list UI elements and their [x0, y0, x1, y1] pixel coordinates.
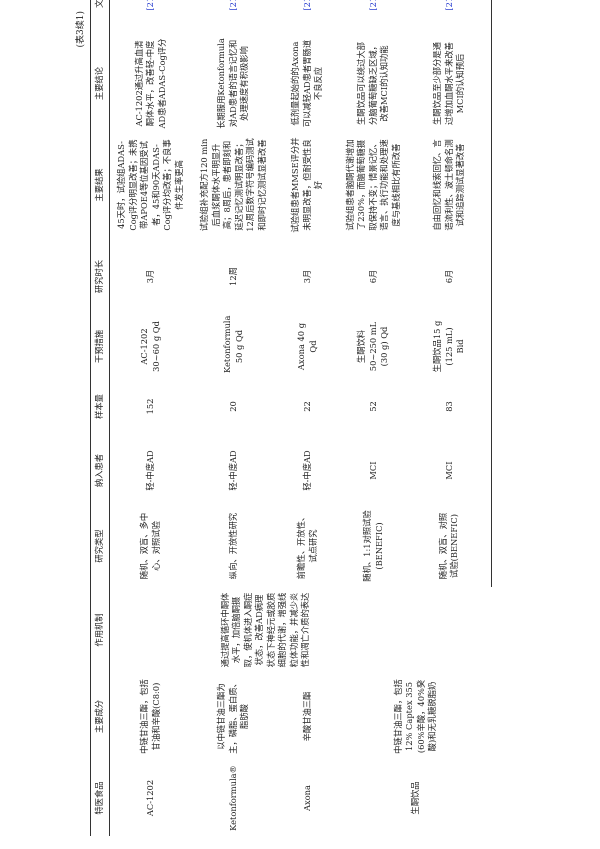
- cell-conclusion: 长期服用Ketonformula对AD患者的语言记忆和处理速度有积极影响: [216, 38, 250, 129]
- cell-conclusion: 低剂量起始的的Axona可以减轻AD患者胃肠道不良反应: [290, 39, 324, 128]
- header-intervention: 干预措施: [90, 316, 110, 377]
- cell-duration: 3月: [145, 269, 155, 284]
- reference-link[interactable]: [215]: [340, 0, 408, 34]
- cell-sample: 83: [407, 377, 492, 436]
- rotated-table-page: (表3续1) 特医食品 主要成分 作用机制 研究类型 纳入患者 样本量 干预措施…: [76, 0, 492, 836]
- cell-conclusion: 生酮饮品可以绕过大部分脑葡萄糖缺乏区域，改善MCI的认知功能: [356, 42, 390, 125]
- cell-study-type: 前瞻性、开放性、试点研究: [296, 512, 318, 580]
- cell-patients: 轻-中度AD: [227, 450, 238, 491]
- cell-duration: 6月: [407, 237, 492, 316]
- cell-conclusion: AC-1202通过升高血清酮体水平，改善轻-中度AD患者ADAS-Cog评分: [133, 38, 167, 129]
- header-patients: 纳入患者: [90, 436, 110, 505]
- table-row: 生酮饮品 中链甘油三酯，包括12% Captex 355 (60%辛酸，40%癸…: [340, 0, 437, 836]
- cell-ingredients: 中链甘油三酯，包括甘油和辛酸(C8:0): [139, 679, 161, 754]
- table-row: AC-1202 中链甘油三酯，包括甘油和辛酸(C8:0) 随机、双盲、多中心、对…: [110, 0, 192, 836]
- cell-ingredients: 以中链甘油三酯为主，磷脂、蛋白质、脂肪酸: [216, 679, 250, 754]
- cell-duration: 3月: [301, 269, 312, 284]
- header-duration: 研究时长: [90, 237, 110, 316]
- reference-link[interactable]: [211]: [110, 0, 192, 34]
- header-sample: 样本量: [90, 377, 110, 436]
- cell-results: 试验组补充配方120 min后血浆酮体水平明显升高；8周后，患者即刻和延迟记忆测…: [199, 138, 267, 232]
- cell-results: 自由回忆和线索回忆、言语流利性、波士顿命名测试和追踪测试显著改善: [407, 133, 492, 237]
- header-food: 特医食品: [90, 760, 110, 836]
- reference-link[interactable]: [213]: [276, 0, 340, 34]
- cell-sample: 52: [367, 401, 378, 412]
- reference-link[interactable]: [212]: [192, 0, 276, 34]
- header-results: 主要结果: [90, 133, 110, 237]
- cell-food: Axona: [301, 785, 312, 811]
- cell-results: 45天时，试验组ADAS-Cog评分明显改善；未携带APOE4等位基因受试者，4…: [116, 139, 184, 231]
- cell-patients: 轻-中度AD: [301, 450, 312, 491]
- cell-food: Ketonformula®: [227, 765, 238, 831]
- cell-mechanism: [110, 587, 192, 673]
- cell-intervention: Ketonformula 50 g Qd: [222, 315, 244, 373]
- cell-results: 试验组患者脑酮代谢增加了230%，而脑葡萄糖摄取保持不变；情景记忆、语言、执行功…: [344, 139, 401, 231]
- table-header-row: 特医食品 主要成分 作用机制 研究类型 纳入患者 样本量 干预措施 研究时长 主…: [90, 0, 110, 836]
- cell-intervention: Axona 40 g Qd: [296, 322, 318, 371]
- cell-mechanism: 通过提高循环中酮体水平，加倍脑酮摄取，使机体进入酮症状态，改善AD病理状态下神经…: [219, 592, 311, 668]
- cell-ingredients: 辛酸甘油三酯: [301, 691, 312, 742]
- cell-results: 试验组患者MMSE评分并未明显改善，但耐受性良好: [290, 137, 324, 233]
- cell-duration: 12周: [227, 267, 238, 286]
- cell-patients: MCI: [407, 436, 492, 505]
- cell-patients: 轻-中度AD: [145, 450, 155, 491]
- cell-duration: 6月: [367, 269, 378, 284]
- cell-study-type: 随机、双盲、对照试验(BENEFIC): [407, 505, 492, 587]
- cell-intervention: 生酮饮料 50~250 mL (30 g) Qd: [356, 321, 390, 372]
- table-row: Axona 辛酸甘油三酯 前瞻性、开放性、试点研究 轻-中度AD 22 Axon…: [276, 0, 340, 836]
- header-study-type: 研究类型: [90, 505, 110, 587]
- cell-study-type: 随机、双盲、多中心、对照试验: [139, 512, 161, 580]
- cell-sample: 152: [145, 398, 155, 415]
- cell-sample: 22: [301, 401, 312, 412]
- table-caption: (表3续1): [76, 11, 86, 48]
- header-conclusion: 主要结论: [90, 34, 110, 133]
- cell-sample: 20: [227, 401, 238, 412]
- cell-intervention: 生酮饮品15 g (125 mL) Bid: [407, 316, 492, 377]
- reference-link[interactable]: [216]: [407, 0, 492, 34]
- table-row: Ketonformula® 以中链甘油三酯为主，磷脂、蛋白质、脂肪酸 通过提高循…: [192, 0, 310, 836]
- cell-patients: MCI: [367, 461, 378, 480]
- cell-mechanism: [340, 587, 492, 673]
- cell-study-type: 随机、1:1对照试验(BENEFIC): [362, 510, 384, 582]
- cell-study-type: 纵向、开放性研究: [227, 512, 238, 580]
- header-ingredients: 主要成分: [90, 673, 110, 760]
- cell-ingredients: 中链甘油三酯，包括12% Captex 355 (60%辛酸，40%癸酸)和无乳…: [392, 679, 438, 754]
- cell-food: 生酮饮品: [409, 781, 420, 815]
- header-reference: 文献: [90, 0, 110, 34]
- header-mechanism: 作用机制: [90, 587, 110, 673]
- cell-conclusion: 生酮饮品至少部分是通过增加血酮水平来改善MCI的认知预后: [407, 34, 492, 133]
- cell-intervention: AC-1202 30~60 g Qd: [139, 321, 161, 372]
- cell-food: AC-1202: [145, 779, 155, 817]
- study-table: 特医食品 主要成分 作用机制 研究类型 纳入患者 样本量 干预措施 研究时长 主…: [90, 0, 492, 836]
